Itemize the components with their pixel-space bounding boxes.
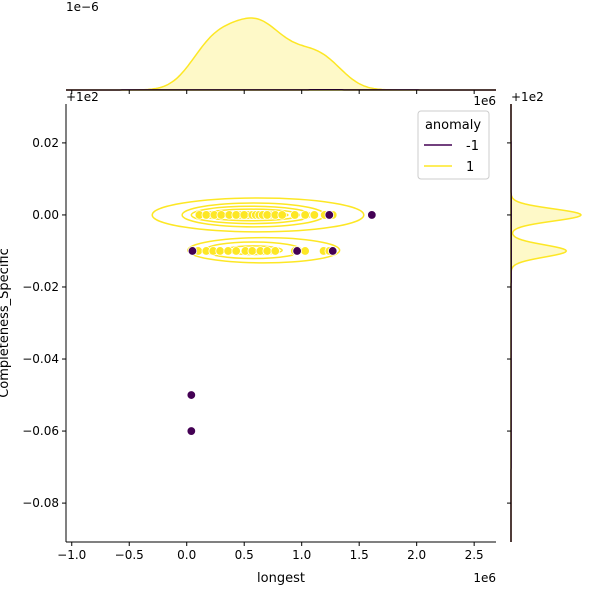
scatter-point (187, 246, 198, 256)
y-offset-label: +1e2 (66, 90, 99, 104)
scatter-point (186, 390, 197, 400)
right-kde-class-1 (510, 104, 583, 542)
scatter-point (309, 210, 320, 220)
scatter-point (231, 246, 241, 256)
scatter-point (215, 246, 225, 256)
scatter-point (292, 246, 302, 256)
right-marginal-kde (510, 104, 583, 542)
top-kde-class-1 (66, 17, 496, 91)
scatter-point (277, 210, 287, 220)
top-marginal-kde (66, 17, 496, 91)
scatter-point (328, 246, 338, 256)
kde-contour (151, 197, 365, 233)
y-tick-label: −0.02 (22, 280, 59, 294)
scatter-point (239, 210, 249, 220)
x-tick-label: 0.5 (235, 548, 254, 562)
scatter-point (231, 210, 241, 220)
scatter-point (324, 210, 334, 220)
y-tick-label: −0.06 (22, 424, 59, 438)
scatter-point (262, 246, 272, 256)
x-tick-label: 2.5 (465, 548, 484, 562)
legend-title: anomaly (425, 118, 481, 133)
x-offset-label: 1e6 (473, 571, 496, 585)
scatter-point (290, 210, 300, 220)
scatter-point (300, 246, 310, 256)
scatter-point (262, 210, 272, 220)
scatter-point (300, 210, 310, 220)
legend-label-1: 1 (466, 160, 474, 175)
scatter-point (201, 210, 211, 220)
scatter-points (186, 210, 377, 436)
x-tick-label: −0.5 (115, 548, 144, 562)
x-tick-label: 1.5 (350, 548, 369, 562)
legend-label-neg1: -1 (466, 139, 479, 154)
legend: anomaly -1 1 (417, 110, 490, 180)
x-tick-label: 1.0 (292, 548, 311, 562)
scatter-point (216, 210, 226, 220)
top-marginal-offset-label: 1e−6 (66, 0, 99, 14)
y-tick-label: −0.04 (22, 352, 59, 366)
right-marginal-offset-label: +1e2 (511, 90, 544, 104)
scatter-point (186, 426, 197, 436)
scatter-point (223, 246, 233, 256)
scatter-point (367, 210, 377, 220)
y-tick-label: 0.02 (32, 136, 59, 150)
scatter-point (247, 246, 257, 256)
axes: −1.0 −0.5 0.0 0.5 1.0 1.5 2.0 2.5 0.02 0.00 −0.02 −… (22, 89, 512, 562)
legend-box (417, 110, 490, 180)
x-axis-label: longest (257, 571, 305, 586)
top-marginal-x-scale: 1e6 (473, 94, 496, 108)
x-tick-label: 0.0 (177, 548, 196, 562)
y-axis-label: Completeness_Specific (0, 248, 12, 398)
y-tick-label: 0.00 (32, 208, 59, 222)
x-tick-label: 2.0 (407, 548, 426, 562)
x-tick-label: −1.0 (57, 548, 86, 562)
scatter-point (270, 246, 280, 256)
y-tick-label: −0.08 (22, 496, 59, 510)
